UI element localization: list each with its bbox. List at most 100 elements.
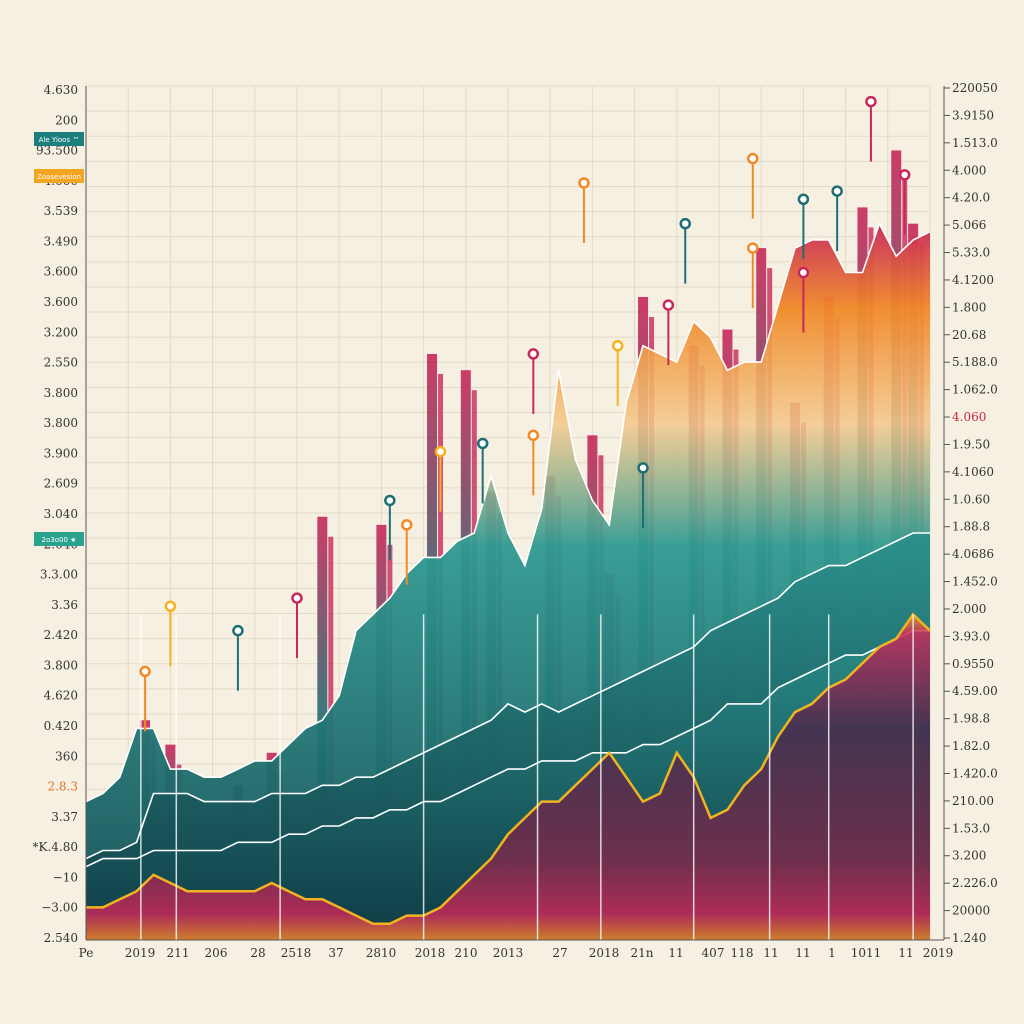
right-tick-label: 4.1200 [952,273,994,287]
right-tick-label: 20000 [952,904,990,918]
left-tag [34,532,84,546]
right-tick-label: 1.88.8 [952,520,990,534]
marker-dot [527,429,540,442]
right-tick-label: 5.188.0 [952,355,998,369]
x-tick-label: 37 [328,946,343,960]
area-series [85,221,931,940]
x-tick-label: 2810 [366,946,397,960]
right-tick-labels: 220050 3.9150 1.513.0 4.000 4.20.0 5.066 5.33.… [944,81,998,945]
x-tick-label: 11 [795,946,810,960]
right-tick-label: 4.20.0 [952,191,990,205]
right-tick-label: 3.93.0 [952,629,990,643]
left-tick-label: 3.800 [44,416,78,430]
x-tick-label: 28 [250,946,265,960]
left-tick-label: 2.540 [44,931,78,945]
marker-dot [476,437,489,450]
left-tick-label: 3.040 [44,507,78,521]
left-tags: Ale Yioos ™ Zoasevesion 2o3o00 ★ [34,132,84,546]
left-tick-label: 2.420 [44,628,78,642]
x-tick-label: 2019 [923,946,954,960]
marker-dot [865,95,877,108]
left-tick-label: 2.550 [44,356,78,370]
x-tick-label: 1011 [851,946,882,960]
left-tick-label: 3.37 [51,810,78,824]
right-tick-label: 4.000 [952,163,986,177]
left-tick-label: 3.800 [44,386,78,400]
left-tag-label: Zoasevesion [37,173,81,181]
right-tick-label: 1.452.0 [952,575,998,589]
left-tag [34,132,84,146]
peak-markers [139,95,911,732]
right-tick-label: 1.98.8 [952,712,990,726]
left-tick-label: 0.420 [44,719,78,733]
right-tick-label: 3.9150 [952,108,994,122]
marker-dot [662,299,675,311]
marker-dot [527,348,540,360]
left-tick-label: 2.8.3 [47,780,78,794]
marker-dot [434,445,447,458]
left-tick-label: 3.490 [44,234,78,248]
x-tick-label: 2018 [589,946,620,960]
x-tick-label: 210 [455,946,478,960]
right-tick-label: 1.062.0 [952,383,998,397]
series-line-0 [85,221,931,803]
left-tick-label: 200 [55,113,78,127]
left-tick-label: 4.630 [44,83,78,97]
x-tick-labels: Pe 2019 211 206 28 2518 37 2810 2018 210 2013 27 201… [79,946,954,960]
marker-dot [578,177,590,189]
marker-dot [139,665,151,678]
right-tick-label: 20.68 [952,328,986,342]
x-tick-label: Pe [79,946,94,960]
marker-dot [637,462,649,474]
x-tick-label: 11 [668,946,683,960]
left-tick-label: 3.600 [44,295,78,309]
marker-dot [400,519,413,531]
left-tick-label: −3.00 [41,901,78,915]
left-tick-label: 3.36 [51,598,78,612]
left-tag-label: Ale Yioos ™ [39,136,80,144]
left-tick-label: 3.900 [44,446,78,460]
series-line-2 [85,629,930,868]
right-tick-label: 5.066 [952,218,986,232]
x-tick-label: 27 [552,946,567,960]
x-tick-label: 11 [763,946,778,960]
x-tick-label: 21n [631,946,654,960]
right-tick-label: 1.0.60 [952,492,990,506]
left-tick-label: 3.539 [44,204,78,218]
axes [85,86,945,941]
left-tick-label: 3.3.00 [40,568,78,582]
left-tick-label: 2.609 [44,477,78,491]
left-tick-label: 360 [55,749,78,763]
right-tick-label: 1.513.0 [952,136,998,150]
right-tick-label: 3.200 [952,849,986,863]
marker-dot [164,600,177,613]
right-tick-label: 1.240 [952,931,986,945]
right-tick-label: 220050 [952,81,998,95]
right-tick-label: 1.9.50 [952,437,990,451]
left-tick-label: 3.600 [44,265,78,279]
right-tick-label: 5.33.0 [952,246,990,260]
series-line-1 [85,532,930,860]
marker-dot [747,152,759,165]
x-tick-label: 11 [898,946,913,960]
right-tick-label: 4.59.00 [952,684,998,698]
marker-dot [232,624,244,637]
left-tick-label: *K.4.80 [33,840,79,854]
x-tick-label: 2018 [415,946,446,960]
marker-dot [291,592,303,604]
right-tick-label: 2.000 [952,602,986,616]
right-tick-label: 4.060 [952,410,986,424]
right-tick-label: 0.9550 [952,657,994,671]
left-tick-labels: 4.63020093.5004.0003.5393.4903.6003.6003… [33,83,79,945]
right-tick-label: 1.82.0 [952,739,990,753]
marker-dot [831,185,843,197]
left-tick-label: 3.200 [44,325,78,339]
x-tick-label: 118 [731,946,754,960]
marker-dot [611,340,624,352]
left-tick-label: −10 [53,870,78,884]
right-tick-label: 4.0686 [952,547,994,561]
marker-dot [797,266,810,279]
x-tick-label: 1 [828,946,836,960]
marker-dot [747,242,759,254]
marker-dot [679,217,691,230]
